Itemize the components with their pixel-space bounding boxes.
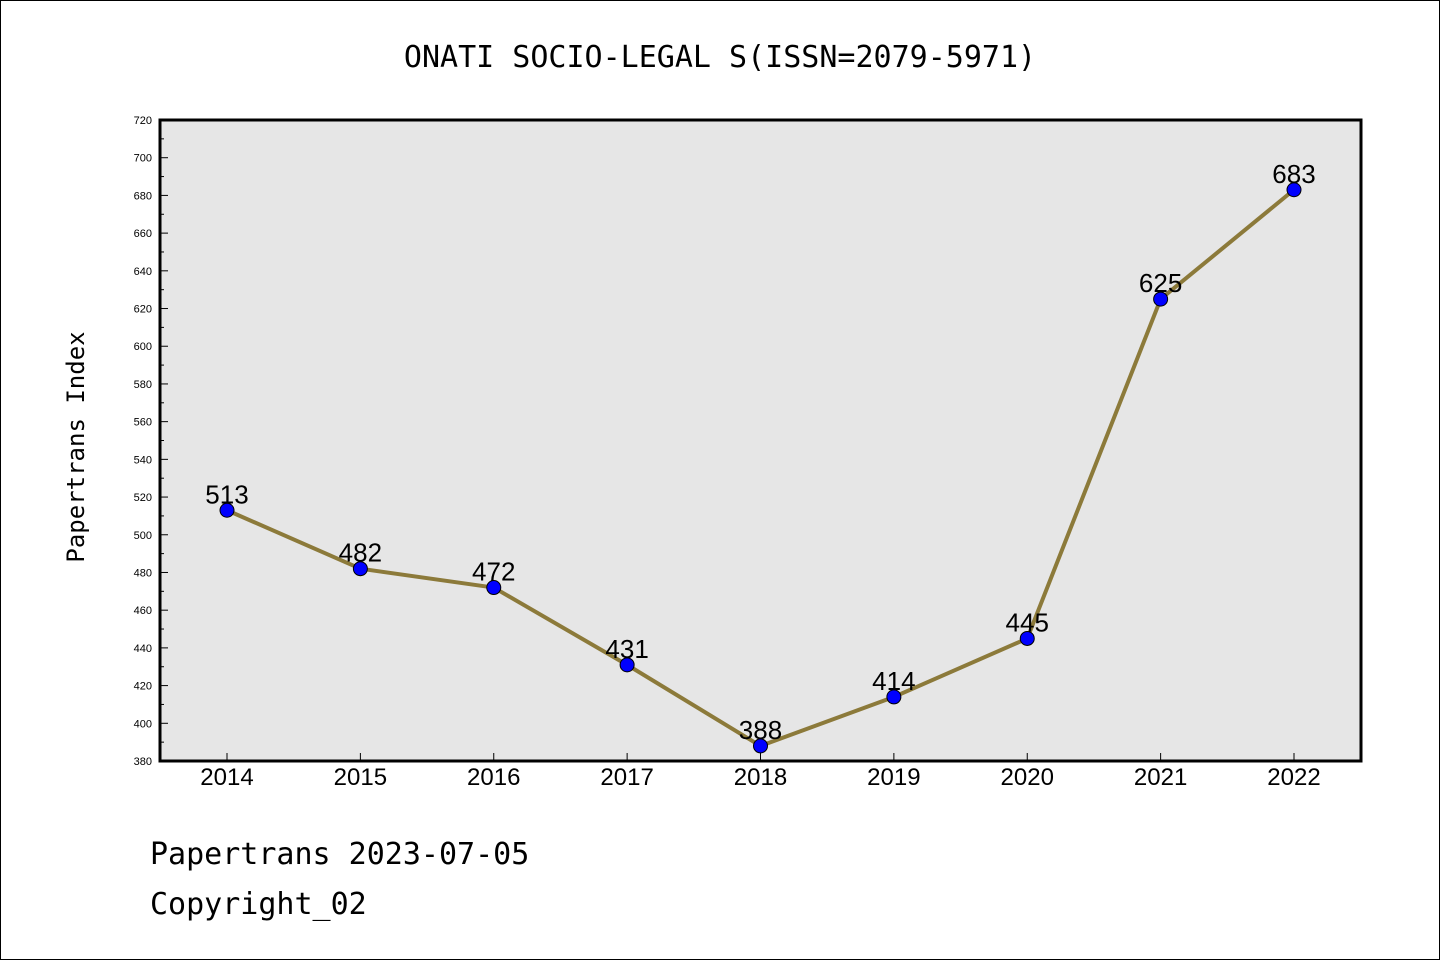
data-label-2016: 472	[472, 557, 515, 587]
x-tick-label-2021: 2021	[1134, 764, 1187, 791]
y-tick-label-540: 540	[134, 454, 152, 466]
footer-date: Papertrans 2023-07-05	[150, 837, 529, 872]
chart-title: ONATI SOCIO-LEGAL S(ISSN=2079-5971)	[404, 40, 1036, 75]
y-tick-label-500: 500	[134, 530, 152, 542]
data-point-2017	[619, 657, 635, 673]
y-tick-label-620: 620	[134, 304, 152, 316]
data-point-2014	[219, 502, 235, 518]
data-label-2022: 683	[1272, 159, 1315, 189]
y-tick-label-720: 720	[134, 115, 152, 127]
y-tick-label-640: 640	[134, 266, 152, 278]
x-tick-label-2020: 2020	[1001, 764, 1054, 791]
data-point-2016	[486, 580, 502, 596]
data-point-2020	[1019, 630, 1035, 646]
footer-copyright: Copyright_02	[150, 887, 367, 922]
y-tick-label-660: 660	[134, 228, 152, 240]
y-tick-label-480: 480	[134, 567, 152, 579]
x-axis: 2014 2015 2016 2017 2018 2019 2020 2021 2022	[200, 753, 1321, 791]
x-tick-label-2018: 2018	[734, 764, 787, 791]
y-tick-label-600: 600	[134, 341, 152, 353]
data-label-2014: 513	[205, 479, 248, 509]
y-axis-label: Papertrans Index	[62, 331, 90, 562]
x-tick-label-2016: 2016	[467, 764, 520, 791]
y-tick-label-520: 520	[134, 492, 152, 504]
y-tick-label-680: 680	[134, 190, 152, 202]
y-tick-label-580: 580	[134, 379, 152, 391]
data-label-2018: 388	[739, 715, 782, 745]
x-tick-label-2014: 2014	[200, 764, 253, 791]
x-tick-label-2017: 2017	[600, 764, 653, 791]
y-tick-label-700: 700	[134, 153, 152, 165]
y-axis: 380 400 420 440 460 480 500 520 540 560 580 600 620 6…	[134, 115, 168, 768]
data-label-2021: 625	[1139, 268, 1182, 298]
data-label-2015: 482	[339, 538, 382, 568]
y-tick-label-380: 380	[134, 756, 152, 768]
y-tick-label-460: 460	[134, 605, 152, 617]
data-point-2022	[1286, 182, 1302, 198]
y-tick-label-420: 420	[134, 681, 152, 693]
data-point-2018	[753, 738, 768, 754]
y-tick-label-560: 560	[134, 417, 152, 429]
data-point-2015	[352, 561, 368, 577]
data-point-2019	[886, 689, 902, 705]
series-markers	[219, 182, 1302, 754]
x-tick-label-2015: 2015	[334, 764, 387, 791]
y-tick-label-400: 400	[134, 718, 152, 730]
x-tick-label-2019: 2019	[867, 764, 920, 791]
data-label-2020: 445	[1006, 607, 1049, 637]
data-point-2021	[1153, 291, 1169, 307]
plot-area	[158, 118, 1363, 763]
y-tick-label-440: 440	[134, 643, 152, 655]
data-label-2017: 431	[605, 634, 648, 664]
x-tick-label-2022: 2022	[1267, 764, 1320, 791]
data-labels: 513 482 472 431 388 414 445 625 683	[205, 159, 1315, 745]
data-label-2019: 414	[872, 666, 915, 696]
